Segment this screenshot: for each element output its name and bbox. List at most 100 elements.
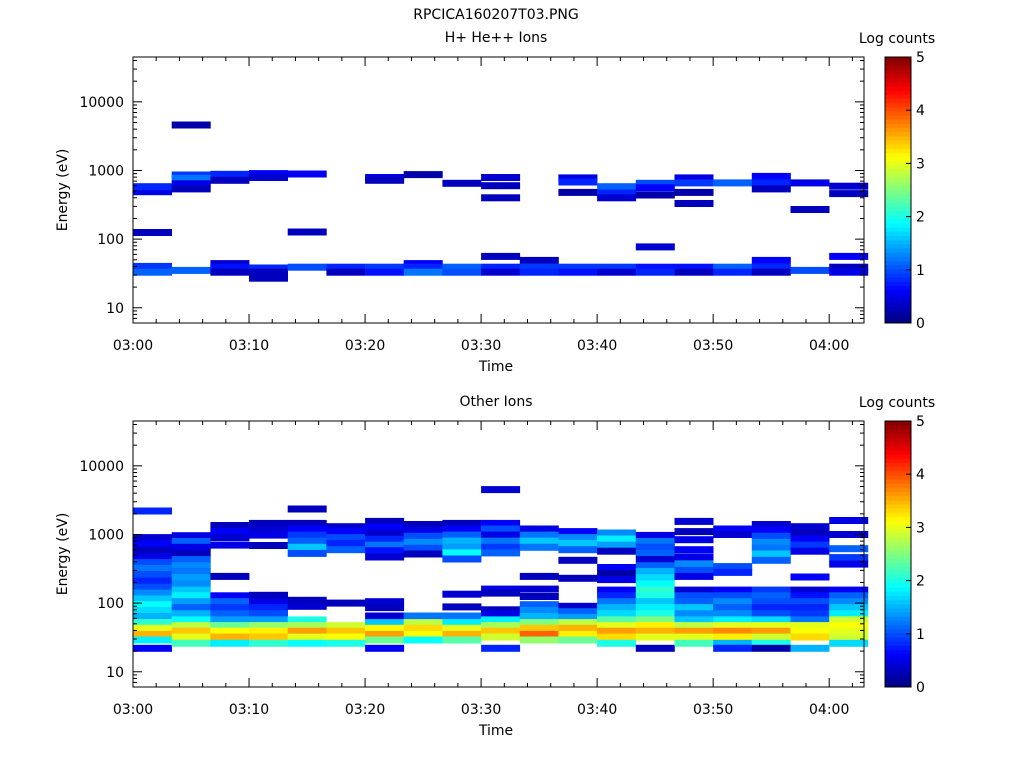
heatmap-cell bbox=[481, 194, 521, 202]
heatmap-cell bbox=[674, 639, 714, 647]
colorbar-swatch bbox=[885, 499, 911, 505]
heatmap-cell bbox=[519, 607, 559, 614]
heatmap-cell bbox=[133, 619, 172, 627]
colorbar-swatch bbox=[885, 445, 911, 451]
colorbar-swatch bbox=[885, 508, 911, 513]
heatmap-cell bbox=[133, 229, 172, 236]
heatmap-cell bbox=[751, 268, 791, 276]
colorbar-swatch bbox=[885, 666, 911, 671]
colorbar-swatch bbox=[885, 206, 911, 212]
heatmap-cell bbox=[249, 633, 288, 641]
heatmap-cell bbox=[365, 541, 405, 549]
colorbar-swatch bbox=[885, 293, 911, 299]
heatmap-cell bbox=[210, 622, 250, 630]
x-tick-label: 03:10 bbox=[229, 338, 269, 354]
heatmap-cell bbox=[635, 268, 675, 276]
colorbar-swatch bbox=[885, 281, 911, 286]
heatmap-cell bbox=[519, 531, 559, 539]
colorbar-swatch bbox=[885, 624, 911, 630]
colorbar-swatch bbox=[885, 616, 911, 621]
heatmap-cell bbox=[133, 546, 172, 554]
heatmap-cell bbox=[674, 263, 714, 271]
heatmap-cell bbox=[674, 528, 714, 536]
heatmap-cell bbox=[713, 610, 753, 618]
colorbar-swatch bbox=[885, 202, 911, 208]
heatmap-cell bbox=[326, 622, 366, 630]
heatmap-cell bbox=[481, 486, 521, 494]
colorbar-swatch bbox=[885, 310, 911, 316]
heatmap-cell bbox=[635, 622, 675, 630]
heatmap-cell bbox=[713, 604, 753, 612]
colorbar-swatch bbox=[885, 682, 911, 688]
heatmap-cell bbox=[597, 535, 637, 543]
heatmap-cells bbox=[133, 486, 869, 652]
heatmap-cell bbox=[674, 188, 714, 196]
heatmap-cell bbox=[133, 268, 172, 276]
colorbar-swatch bbox=[885, 144, 911, 149]
heatmap-cell bbox=[829, 531, 869, 538]
heatmap-cell bbox=[403, 612, 443, 620]
heatmap-cell bbox=[713, 622, 753, 630]
heatmap-cell bbox=[365, 529, 405, 537]
heatmap-cell bbox=[751, 179, 791, 187]
heatmap-cell bbox=[133, 601, 172, 609]
colorbar-swatch bbox=[885, 127, 911, 133]
heatmap-cell bbox=[481, 644, 521, 652]
x-tick-label: 03:30 bbox=[461, 702, 501, 718]
heatmap-cell bbox=[210, 639, 250, 647]
heatmap-cell bbox=[442, 612, 482, 620]
colorbar-tick-label: 1 bbox=[916, 627, 925, 643]
colorbar-swatch bbox=[885, 549, 911, 555]
heatmap-cell bbox=[713, 525, 753, 533]
heatmap-cell bbox=[635, 574, 675, 582]
colorbar-swatch bbox=[885, 219, 911, 224]
heatmap-cell bbox=[790, 573, 830, 581]
heatmap-cell bbox=[751, 639, 791, 647]
colorbar-swatch bbox=[885, 235, 911, 241]
heatmap-cell bbox=[171, 592, 211, 600]
heatmap-cell bbox=[171, 180, 211, 188]
heatmap-cell bbox=[751, 586, 791, 594]
heatmap-cell bbox=[674, 610, 714, 618]
colorbar-tick-label: 3 bbox=[916, 520, 925, 536]
heatmap-cell bbox=[713, 563, 753, 571]
colorbar-swatch bbox=[885, 578, 911, 584]
heatmap-cell bbox=[365, 636, 405, 644]
heatmap-cell bbox=[519, 525, 559, 533]
heatmap-cell bbox=[751, 627, 791, 635]
heatmap-cell bbox=[171, 185, 211, 193]
colorbar-swatch bbox=[885, 169, 911, 174]
heatmap-cell bbox=[635, 592, 675, 600]
heatmap-cell bbox=[287, 602, 327, 610]
heatmap-cell bbox=[790, 529, 830, 537]
colorbar-swatch bbox=[885, 429, 911, 434]
heatmap-cell bbox=[751, 532, 791, 540]
colorbar-swatch bbox=[885, 289, 911, 295]
colorbar-swatch bbox=[885, 529, 911, 534]
heatmap-cell bbox=[249, 604, 288, 612]
panel-h-he-ions: H+ He++ Ions 03:00 03:10 03:20 03:30 03:40 03… bbox=[55, 30, 935, 375]
colorbar-swatch bbox=[885, 466, 911, 472]
colorbar-swatch bbox=[885, 131, 911, 137]
heatmap-cell bbox=[481, 606, 521, 614]
heatmap-cell bbox=[442, 624, 482, 632]
heatmap-cell bbox=[519, 268, 559, 276]
heatmap-cell bbox=[790, 179, 830, 187]
heatmap-cell bbox=[635, 184, 675, 192]
heatmap-cell bbox=[519, 585, 559, 593]
heatmap-cell bbox=[365, 598, 405, 606]
colorbar-swatch bbox=[885, 123, 911, 129]
panel-other-ions: Other Ions 03:00 03:10 03:20 03:30 03:40 03:5… bbox=[55, 394, 935, 739]
colorbar-swatch bbox=[885, 653, 911, 659]
x-tick-label: 03:00 bbox=[113, 338, 153, 354]
colorbar-swatch bbox=[885, 450, 911, 455]
colorbar: 0 1 2 3 4 5 bbox=[884, 414, 925, 696]
heatmap-cell bbox=[597, 183, 637, 191]
heatmap-cell bbox=[829, 545, 869, 553]
colorbar-swatch bbox=[885, 558, 911, 563]
heatmap-cell bbox=[442, 531, 482, 539]
heatmap-cell bbox=[790, 266, 830, 274]
x-axis-label: Time bbox=[478, 723, 513, 739]
colorbar-swatch bbox=[885, 583, 911, 588]
heatmap-cell bbox=[635, 179, 675, 187]
